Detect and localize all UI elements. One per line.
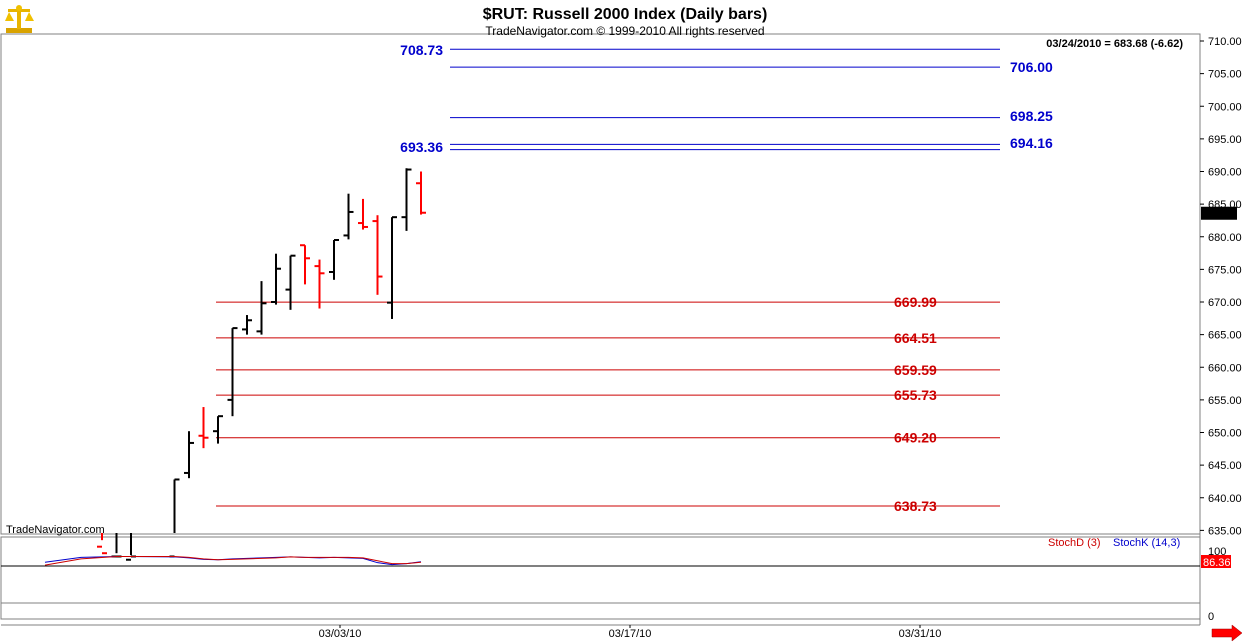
ohlc-bar [358,198,368,230]
price-tick-label: 665.00 [1208,330,1242,342]
price-tick-label: 635.00 [1208,525,1242,537]
ohlc-bars [97,168,426,561]
last-price-label: 683.68 [1203,208,1237,220]
price-tick-label: 650.00 [1208,428,1242,440]
scale-logo-icon [5,5,34,33]
price-tick-label: 680.00 [1208,232,1242,244]
price-axis: 710.00705.00700.00695.00690.00685.00680.… [1200,36,1242,537]
price-tick-label: 640.00 [1208,493,1242,505]
chart-title: $RUT: Russell 2000 Index (Daily bars) [483,6,768,23]
date-label-0317: 03/17/10 [609,628,652,640]
date-axis: 03/03/10 03/17/10 03/31/10 [319,625,942,640]
osc-value-box [1201,555,1231,568]
ohlc-bar [387,216,397,319]
ohlc-bar [227,327,238,417]
resistance-label-694: 694.16 [1010,135,1053,151]
price-tick-label: 710.00 [1208,36,1242,48]
ohlc-bar [184,431,194,479]
price-tick-label: 700.00 [1208,101,1242,113]
ohlc-bar [97,533,107,555]
support-label-669: 669.99 [894,294,937,310]
support-label-638: 638.73 [894,498,937,514]
date-label-0331: 03/31/10 [899,628,942,640]
watermark-text: TradeNavigator.com [6,524,105,536]
ohlc-bar [285,254,296,310]
price-tick-label: 675.00 [1208,264,1242,276]
ohlc-bar [271,253,281,305]
resistance-label-706: 706.00 [1010,59,1053,75]
resistance-label-693: 693.36 [400,139,443,155]
ohlc-bar [416,171,426,215]
stochd-line [44,555,422,566]
price-tick-label: 660.00 [1208,362,1242,374]
price-tick-label: 695.00 [1208,134,1242,146]
ohlc-bar [401,168,412,231]
last-price-marker: 683.68 [1201,206,1237,220]
support-label-664: 664.51 [894,330,937,346]
level-labels: 708.73 706.00 698.25 694.16 693.36 669.9… [400,42,1053,514]
date-label-0303: 03/03/10 [319,628,362,640]
support-label-659: 659.59 [894,362,937,378]
price-tick-label: 705.00 [1208,69,1242,81]
ohlc-bar [343,193,354,240]
ohlc-bar [213,415,223,444]
resistance-label-698: 698.25 [1010,108,1053,124]
price-tick-label: 690.00 [1208,167,1242,179]
last-price-box [1201,206,1237,220]
ohlc-bar [329,239,339,280]
level-lines [216,48,1000,507]
resistance-label-708: 708.73 [400,42,443,58]
ohlc-bar [314,259,325,309]
stochk-legend: StochK (14,3) [1113,537,1180,549]
oscillator-panel [0,536,1201,620]
price-tick-label: 670.00 [1208,297,1242,309]
price-tick-label: 655.00 [1208,395,1242,407]
support-label-655: 655.73 [894,387,937,403]
copyright-text: TradeNavigator.com © 1999-2010 All right… [485,24,764,38]
stochd-legend: StochD (3) [1048,537,1101,549]
osc-tick-0: 0 [1208,611,1214,623]
ohlc-bar [242,315,252,335]
ohlc-bar [300,244,310,285]
support-label-649: 649.20 [894,430,937,446]
scroll-right-arrow-icon[interactable] [1211,624,1243,642]
ohlc-bar [256,281,267,335]
osc-value-label: 86.36 [1203,557,1231,569]
quote-readout: 03/24/2010 = 683.68 (-6.62) [1046,38,1183,50]
price-tick-label: 645.00 [1208,460,1242,472]
ohlc-bar [372,215,383,295]
ohlc-bar [198,407,209,449]
